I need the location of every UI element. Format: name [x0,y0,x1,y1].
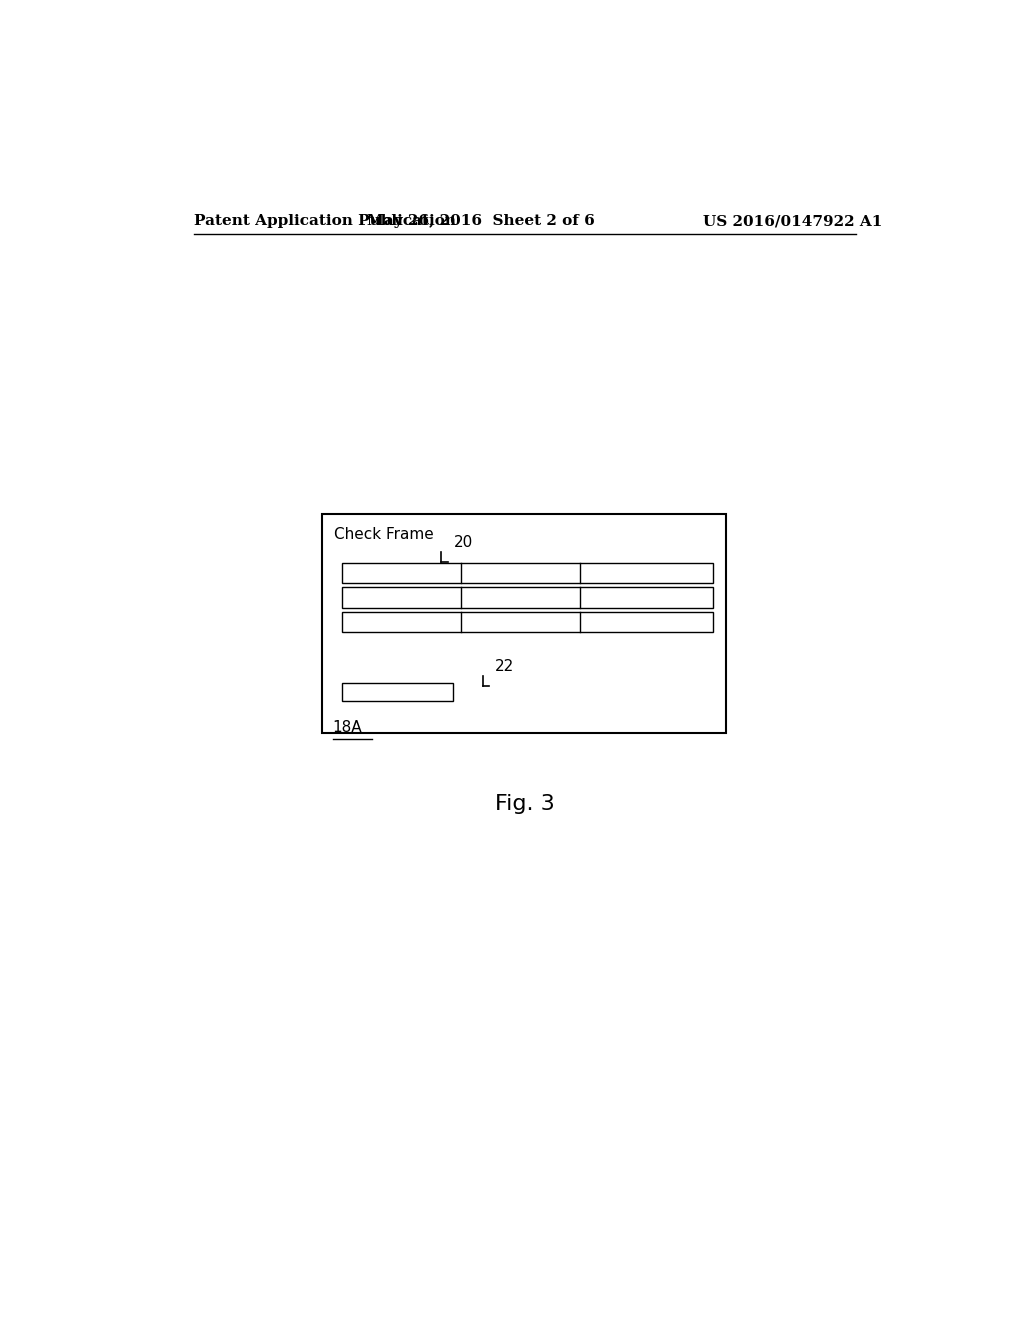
Text: Patent Application Publication: Patent Application Publication [194,214,456,228]
Text: Fig. 3: Fig. 3 [495,793,555,814]
Text: Check Frame: Check Frame [334,527,434,543]
Bar [323,515,726,733]
Text: May 26, 2016  Sheet 2 of 6: May 26, 2016 Sheet 2 of 6 [368,214,595,228]
Text: 22: 22 [495,659,514,673]
Text: US 2016/0147922 A1: US 2016/0147922 A1 [703,214,883,228]
Text: 18A: 18A [333,721,362,735]
Bar [342,587,713,607]
Bar [342,611,713,632]
Text: 20: 20 [454,535,473,549]
Bar [342,682,454,701]
Bar [342,562,713,583]
